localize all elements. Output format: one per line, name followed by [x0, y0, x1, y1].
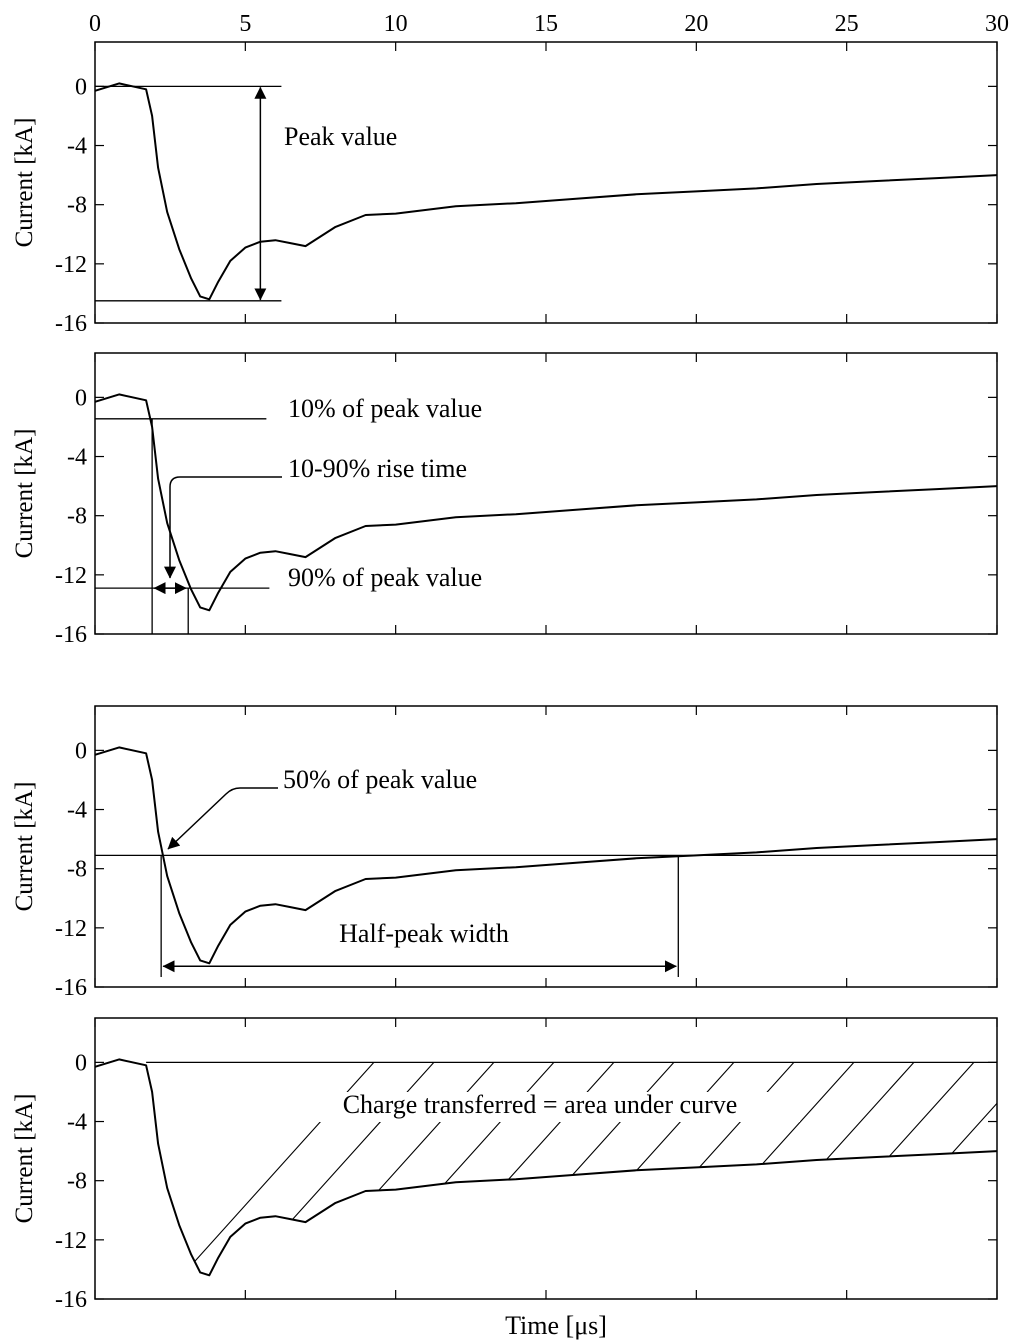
y-tick-label: -8 [67, 857, 87, 883]
x-tick-label: 15 [534, 11, 558, 37]
y-axis-label: Current [kA] [11, 429, 38, 559]
x-tick-label: 10 [384, 11, 408, 37]
y-tick-label: -16 [55, 1287, 87, 1313]
x-axis-label: Time [μs] [505, 1311, 607, 1340]
y-tick-label: -4 [67, 1110, 87, 1136]
hatch-line [789, 1062, 998, 1276]
current-series-line [94, 1058, 998, 1277]
panel-2: 0 -4 -8 -12 -16 Current [kA] 10% of peak value… [11, 352, 998, 648]
hatch-line [189, 1062, 551, 1276]
hatch-line [609, 1062, 971, 1276]
y-tick-label: 0 [75, 1050, 87, 1076]
annotation-label: Half-peak width [339, 919, 509, 948]
y-tick-label: -12 [55, 252, 87, 278]
annotation-label: 50% of peak value [283, 765, 477, 794]
y-axis-label: Current [kA] [11, 782, 38, 912]
annotation-label: 10% of peak value [288, 394, 482, 423]
y-tick-label: 0 [75, 738, 87, 764]
y-tick-label: -8 [67, 193, 87, 219]
current-series-line [94, 82, 998, 301]
y-tick-label: -8 [67, 504, 87, 530]
y-axis-label: Current [kA] [11, 118, 38, 248]
hatch-line [489, 1062, 851, 1276]
y-tick-label: -8 [67, 1169, 87, 1195]
hatch-line [146, 1062, 491, 1276]
y-axis-label: Current [kA] [11, 1094, 38, 1224]
hatch-line [429, 1062, 791, 1276]
annotation-label: 90% of peak value [288, 563, 482, 592]
y-tick-label: -16 [55, 975, 87, 1001]
y-tick-label: -4 [67, 134, 87, 160]
annotation-label: Peak value [284, 122, 397, 151]
x-tick-label: 25 [835, 11, 859, 37]
hatch-line [969, 1062, 998, 1276]
annotation-label: 10-90% rise time [288, 454, 467, 483]
hatch-line [249, 1062, 611, 1276]
y-tick-label: -12 [55, 916, 87, 942]
hatch-line [909, 1062, 998, 1276]
panel-3: 0 -4 -8 -12 -16 Current [kA] 50% of peak value… [11, 705, 998, 1001]
x-tick-label: 0 [89, 11, 101, 37]
x-tick-label: 30 [985, 11, 1009, 37]
y-tick-label: 0 [75, 74, 87, 100]
y-tick-label: -16 [55, 311, 87, 337]
hatch-line [669, 1062, 998, 1276]
hatch-line [146, 1062, 431, 1276]
y-tick-label: -16 [55, 622, 87, 648]
y-tick-label: -4 [67, 445, 87, 471]
hatch-line [729, 1062, 998, 1276]
x-tick-label: 5 [239, 11, 251, 37]
y-tick-label: -4 [67, 798, 87, 824]
y-tick-label: 0 [75, 385, 87, 411]
hatch-line [549, 1062, 911, 1276]
fifty-percent-pointer [167, 787, 278, 850]
panel-4: 0 -4 -8 -12 -16 Current [kA] Charge transferre… [11, 1017, 998, 1340]
x-tick-label: 20 [684, 11, 708, 37]
hatch-line [849, 1062, 998, 1276]
panel-1: 0 -4 -8 -12 -16 0 5 10 15 20 25 30 Current [kA] Peak … [11, 11, 1009, 337]
hatch-group [146, 1062, 998, 1276]
rise-time-pointer [164, 476, 282, 579]
y-tick-label: -12 [55, 563, 87, 589]
current-series-line [94, 393, 998, 612]
y-tick-label: -12 [55, 1228, 87, 1254]
hatch-line [369, 1062, 731, 1276]
annotation-label: Charge transferred = area under curve [343, 1090, 738, 1119]
annotation-backdrop [282, 1092, 800, 1122]
